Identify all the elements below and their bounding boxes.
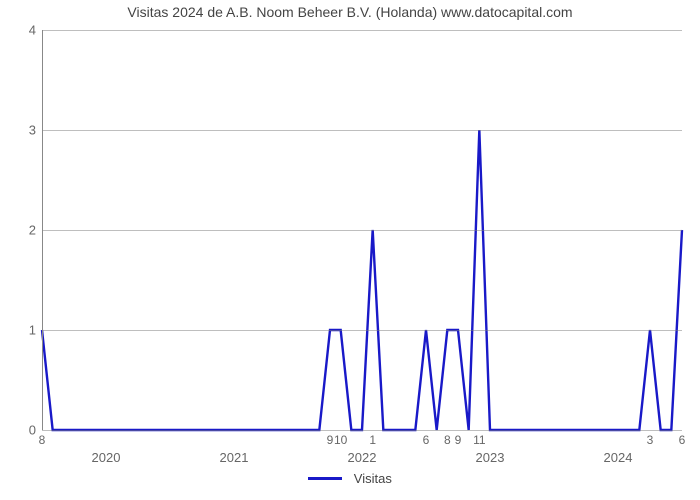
x-year-label: 2024 — [604, 450, 633, 465]
x-year-label: 2022 — [348, 450, 377, 465]
x-sub-label: 6 — [423, 433, 430, 447]
x-sub-label: 9 — [327, 433, 334, 447]
x-sub-label: 10 — [334, 433, 347, 447]
y-tick-label: 3 — [20, 123, 36, 138]
legend: Visitas — [0, 470, 700, 486]
y-axis-line — [42, 30, 43, 430]
x-sub-label: 1 — [369, 433, 376, 447]
plot-area: 0123489101689113620202021202220232024 — [42, 30, 682, 430]
chart-container: Visitas 2024 de A.B. Noom Beheer B.V. (H… — [0, 0, 700, 500]
chart-title: Visitas 2024 de A.B. Noom Beheer B.V. (H… — [0, 4, 700, 20]
gridline-y — [42, 230, 682, 231]
x-sub-label: 11 — [473, 433, 485, 447]
y-tick-label: 2 — [20, 223, 36, 238]
y-tick-label: 1 — [20, 323, 36, 338]
x-year-label: 2021 — [220, 450, 249, 465]
x-sub-label: 8 — [39, 433, 46, 447]
x-sub-label: 8 — [444, 433, 451, 447]
x-year-label: 2020 — [92, 450, 121, 465]
legend-swatch — [308, 477, 342, 480]
visitas-line — [42, 130, 682, 430]
x-sub-label: 3 — [647, 433, 654, 447]
gridline-y — [42, 430, 682, 431]
x-year-label: 2023 — [476, 450, 505, 465]
y-tick-label: 0 — [20, 423, 36, 438]
gridline-y — [42, 130, 682, 131]
gridline-y — [42, 330, 682, 331]
y-tick-label: 4 — [20, 23, 36, 38]
legend-label: Visitas — [354, 471, 392, 486]
x-sub-label: 9 — [455, 433, 462, 447]
x-sub-label: 6 — [679, 433, 686, 447]
gridline-y — [42, 30, 682, 31]
